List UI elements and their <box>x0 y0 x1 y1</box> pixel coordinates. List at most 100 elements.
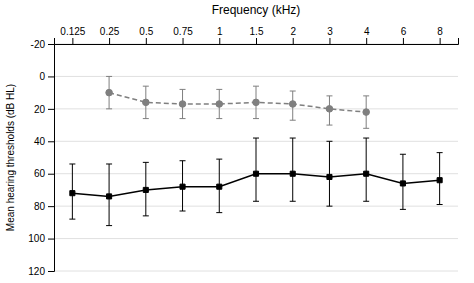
x-axis-title: Frequency (kHz) <box>212 3 301 17</box>
y-axis-title: Mean hearing thresholds (dB HL) <box>5 84 16 231</box>
error-bar <box>290 91 296 120</box>
error-bar <box>216 159 222 213</box>
tick-mark <box>72 38 73 44</box>
error-bar-cap <box>216 118 222 119</box>
tick: 0.75 <box>173 26 193 44</box>
error-bar <box>363 96 369 128</box>
tick-mark <box>329 38 330 44</box>
tick-mark <box>293 38 294 44</box>
tick: 0.5 <box>139 26 153 44</box>
error-bar-cap <box>326 125 332 126</box>
tick-label: 80 <box>34 201 46 212</box>
error-bar-cap <box>143 215 149 216</box>
tick-label: 60 <box>34 168 46 179</box>
tick: 8 <box>437 26 443 44</box>
error-bar <box>106 76 112 108</box>
tick: 4 <box>364 26 370 44</box>
error-bar-cap <box>69 163 75 164</box>
error-bar <box>106 164 112 226</box>
tick: 0 <box>39 71 54 82</box>
error-bar-cap <box>363 201 369 202</box>
line <box>72 174 439 197</box>
marker <box>253 171 258 176</box>
error-bar-cap <box>363 138 369 139</box>
error-bar-cap <box>143 118 149 119</box>
marker <box>290 171 295 176</box>
tick-mark <box>48 206 54 207</box>
error-bar <box>253 138 259 201</box>
tick: 60 <box>34 168 54 179</box>
tick-mark <box>48 109 54 110</box>
tick-label: 0.25 <box>100 26 120 37</box>
tick: 80 <box>34 201 54 212</box>
tick: 40 <box>34 136 54 147</box>
tick: 20 <box>34 104 54 115</box>
tick-label: 40 <box>34 136 46 147</box>
marker <box>289 101 296 108</box>
tick-mark <box>48 174 54 175</box>
error-bar <box>180 89 186 118</box>
tick: 1 <box>217 26 223 44</box>
tick-label: 6 <box>401 26 407 37</box>
plot: -200204060801001200.1250.250.50.7511.523… <box>28 26 458 277</box>
marker <box>180 184 185 189</box>
error-bar <box>290 138 296 201</box>
error-bar-cap <box>180 118 186 119</box>
marker <box>437 178 442 183</box>
error-bar <box>253 86 259 118</box>
marker <box>363 109 370 116</box>
error-bar-cap <box>326 141 332 142</box>
tick: 120 <box>28 266 54 277</box>
error-bar-cap <box>363 95 369 96</box>
tick-label: 1 <box>217 26 223 37</box>
line <box>109 93 366 112</box>
error-bar-cap <box>437 204 443 205</box>
error-bar-cap <box>69 219 75 220</box>
marker <box>106 89 113 96</box>
error-bar-cap <box>290 91 296 92</box>
tick-label: 0.75 <box>173 26 193 37</box>
error-bar-cap <box>437 152 443 153</box>
tick: 3 <box>327 26 333 44</box>
tick-label: 4 <box>364 26 370 37</box>
error-bar-cap <box>106 163 112 164</box>
tick-mark <box>366 38 367 44</box>
marker <box>400 181 405 186</box>
error-bar-cap <box>326 95 332 96</box>
tick-mark <box>256 38 257 44</box>
tick: 0.25 <box>100 26 120 44</box>
marker <box>70 191 75 196</box>
error-bar <box>216 89 222 118</box>
error-bar <box>143 162 149 216</box>
marker <box>216 101 223 108</box>
marker <box>143 187 148 192</box>
tick-mark <box>219 38 220 44</box>
error-bar-line <box>292 138 293 201</box>
grid-line <box>54 238 458 239</box>
tick-label: -20 <box>31 39 46 50</box>
tick-mark <box>48 239 54 240</box>
tick-mark <box>48 44 54 45</box>
tick: 6 <box>401 26 407 44</box>
tick-label: 2 <box>290 26 296 37</box>
tick-label: 0.5 <box>139 26 153 37</box>
x-axis: 0.1250.250.50.7511.523468 <box>55 26 459 45</box>
tick-mark <box>48 271 54 272</box>
tick: -20 <box>31 39 54 50</box>
error-bar <box>437 153 443 205</box>
tick-mark <box>403 38 404 44</box>
error-bar <box>363 138 369 201</box>
error-bar-line <box>329 141 330 206</box>
tick-mark <box>48 76 54 77</box>
error-bar-cap <box>216 89 222 90</box>
error-bar-cap <box>216 159 222 160</box>
tick-mark <box>440 38 441 44</box>
y-axis: -20020406080100120 <box>28 39 54 277</box>
error-bar-cap <box>290 138 296 139</box>
axis-line <box>55 38 459 45</box>
error-bar <box>400 154 406 209</box>
error-bar-line <box>366 138 367 201</box>
tick-mark <box>183 38 184 44</box>
marker <box>327 174 332 179</box>
error-bar-line <box>256 138 257 201</box>
